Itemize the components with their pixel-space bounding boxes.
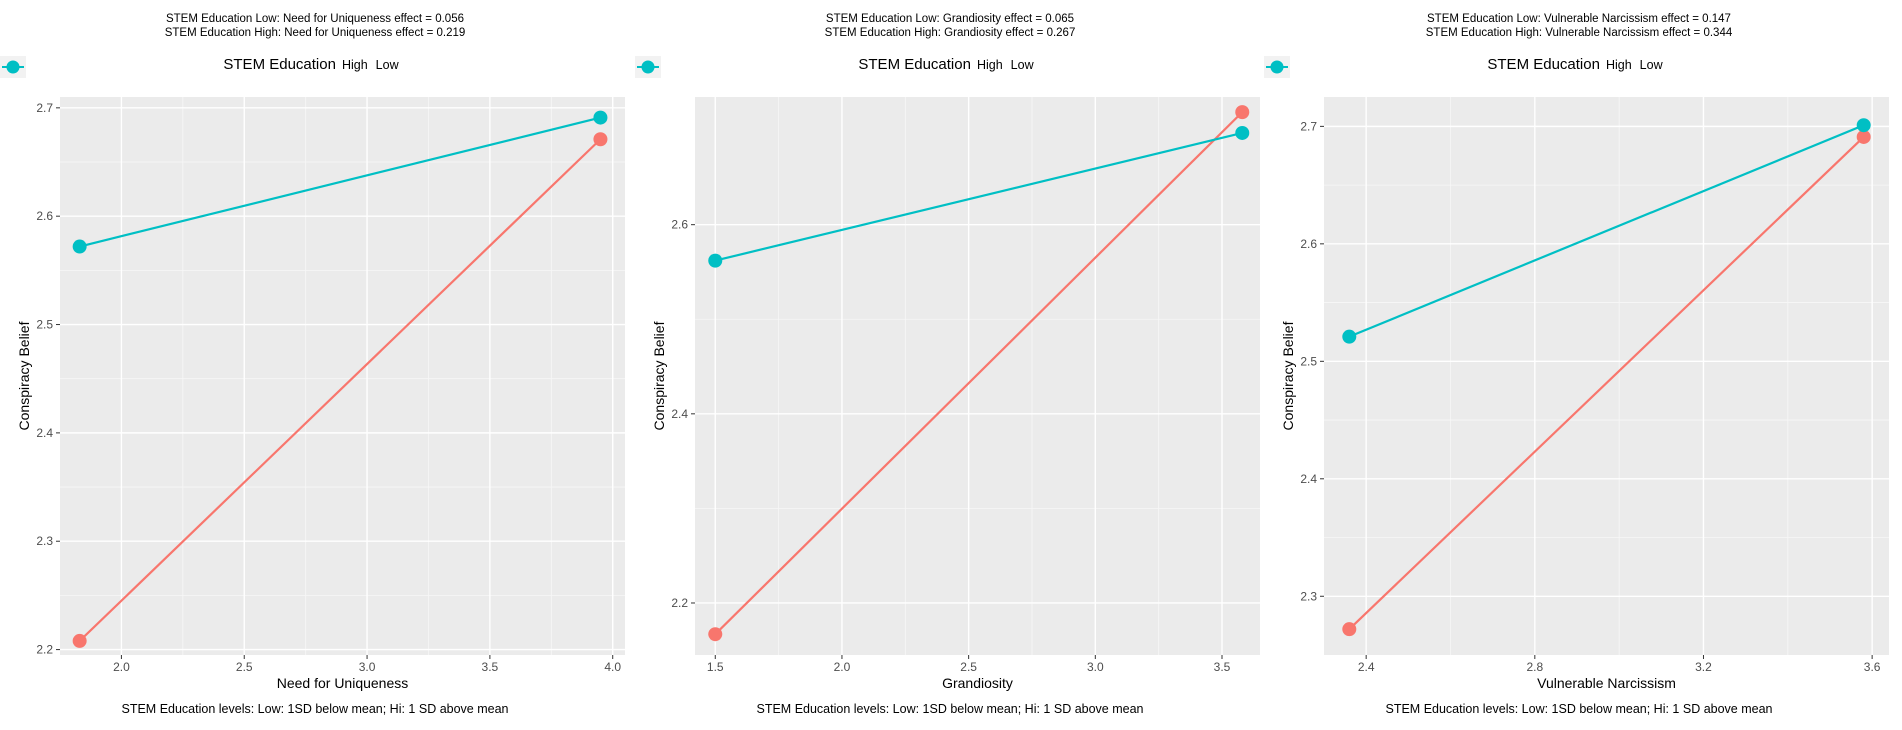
series-line-low: [79, 116, 601, 248]
chart-panel-vulnerable-narcissism: 2.4 2.8 3.2 3.6 2.3 2.4 2.5 2.6 2.7 Vulnerable Na…: [1264, 0, 1894, 730]
data-point-high-0: [708, 627, 723, 642]
legend-item-low: Low: [0, 56, 399, 78]
legend-item-low: Low: [635, 56, 1034, 78]
legend-title: STEM Education: [858, 56, 971, 73]
y-tick-label: 2.4: [36, 426, 53, 440]
x-axis-label: Need for Uniqueness: [277, 675, 409, 691]
chart-title-line-1: STEM Education Low: Grandiosity effect =…: [825, 13, 1075, 25]
data-point-high-1: [1235, 105, 1250, 120]
x-tick-label: 2.5: [960, 660, 977, 674]
plot-svg: 1.5 2.0 2.5 3.0 3.5 2.2 2.4 2.6 Grandiosity Consp…: [651, 97, 1260, 691]
legend-label: High: [976, 57, 1003, 72]
legend-item-high: High: [0, 56, 368, 78]
y-tick-label: 2.4: [671, 407, 688, 421]
chart-panel-uniqueness: 2.0 2.5 3.0 3.5 4.0 2.2 2.3 2.4 2.5 2.6 2.7 Need fo…: [0, 0, 630, 730]
legend-item-high: High: [1264, 56, 1632, 78]
data-point-high-1: [1856, 129, 1871, 144]
data-point-low-1: [1856, 118, 1871, 133]
x-axis-label: Grandiosity: [942, 675, 1013, 691]
x-tick-label: 3.5: [482, 660, 499, 674]
x-axis-label: Vulnerable Narcissism: [1537, 675, 1676, 691]
series-line-low: [715, 131, 1243, 262]
y-tick-label: 2.7: [1300, 119, 1317, 133]
legend-title: STEM Education: [223, 56, 336, 73]
legend-title: STEM Education: [1487, 56, 1600, 73]
legend-label: High: [1605, 57, 1632, 72]
y-tick-label: 2.5: [1300, 354, 1317, 368]
x-tick-label: 2.0: [834, 660, 851, 674]
legend-label: Low: [375, 57, 399, 72]
y-tick-label: 2.6: [671, 218, 688, 232]
chart-title-line-2: STEM Education High: Vulnerable Narcissi…: [1425, 27, 1733, 39]
plot-svg: 2.4 2.8 3.2 3.6 2.3 2.4 2.5 2.6 2.7 Vulnerable Na…: [1280, 97, 1889, 691]
y-tick-label: 2.7: [36, 101, 53, 115]
series-line-low: [1348, 124, 1865, 338]
legend-key-low: [635, 56, 661, 78]
legend-key-low: [1264, 56, 1290, 78]
series-line-high: [78, 138, 602, 642]
legend: STEM Education High Low: [0, 56, 630, 78]
chart-title-line-2: STEM Education High: Grandiosity effect …: [824, 27, 1076, 39]
chart-caption: STEM Education levels: Low: 1SD below me…: [1385, 702, 1773, 716]
legend-item-low: Low: [1264, 56, 1663, 78]
data-point-low-0: [1342, 329, 1357, 344]
x-tick-label: 3.6: [1864, 660, 1881, 674]
y-tick-label: 2.6: [36, 209, 53, 223]
data-point-low-1: [593, 110, 608, 125]
plot-svg: 2.0 2.5 3.0 3.5 4.0 2.2 2.3 2.4 2.5 2.6 2.7 Need fo…: [16, 97, 625, 691]
legend-key-low: [0, 56, 26, 78]
y-tick-label: 2.2: [671, 596, 688, 610]
x-tick-label: 4.0: [604, 660, 621, 674]
data-point-low-1: [1235, 125, 1250, 140]
data-point-high-1: [593, 132, 608, 147]
y-tick-label: 2.6: [1300, 237, 1317, 251]
data-point-high-0: [1342, 622, 1357, 637]
x-tick-label: 1.5: [707, 660, 724, 674]
x-tick-label: 3.2: [1695, 660, 1712, 674]
chart-title-line-2: STEM Education High: Need for Uniqueness…: [164, 27, 466, 39]
x-tick-label: 2.0: [113, 660, 130, 674]
series-line-high: [714, 111, 1244, 635]
x-tick-label: 3.5: [1214, 660, 1231, 674]
y-axis-label: Conspiracy Belief: [1280, 321, 1296, 430]
legend-label: High: [341, 57, 368, 72]
legend: STEM Education High Low: [635, 56, 1265, 78]
legend-item-high: High: [635, 56, 1003, 78]
chart-title-line-1: STEM Education Low: Vulnerable Narcissis…: [1427, 13, 1731, 25]
legend-label: Low: [1010, 57, 1034, 72]
legend-label: Low: [1639, 57, 1663, 72]
y-tick-label: 2.5: [36, 318, 53, 332]
x-tick-label: 3.0: [359, 660, 376, 674]
y-axis-label: Conspiracy Belief: [16, 321, 32, 430]
y-tick-label: 2.2: [36, 643, 53, 657]
x-tick-label: 2.8: [1526, 660, 1543, 674]
y-tick-label: 2.3: [36, 534, 53, 548]
chart-title-line-1: STEM Education Low: Need for Uniqueness …: [165, 13, 464, 25]
chart-caption: STEM Education levels: Low: 1SD below me…: [121, 702, 509, 716]
plot-background: [60, 97, 625, 655]
series-line-high: [1348, 136, 1865, 630]
data-point-low-0: [708, 253, 723, 268]
x-tick-label: 3.0: [1087, 660, 1104, 674]
y-axis-label: Conspiracy Belief: [651, 321, 667, 430]
x-tick-label: 2.4: [1358, 660, 1375, 674]
chart-panel-grandiosity: 1.5 2.0 2.5 3.0 3.5 2.2 2.4 2.6 Grandiosity Consp…: [635, 0, 1265, 730]
y-tick-label: 2.4: [1300, 472, 1317, 486]
y-tick-label: 2.3: [1300, 589, 1317, 603]
data-point-high-0: [72, 633, 87, 648]
data-point-low-0: [72, 239, 87, 254]
x-tick-label: 2.5: [236, 660, 253, 674]
chart-caption: STEM Education levels: Low: 1SD below me…: [756, 702, 1144, 716]
legend: STEM Education High Low: [1264, 56, 1894, 78]
